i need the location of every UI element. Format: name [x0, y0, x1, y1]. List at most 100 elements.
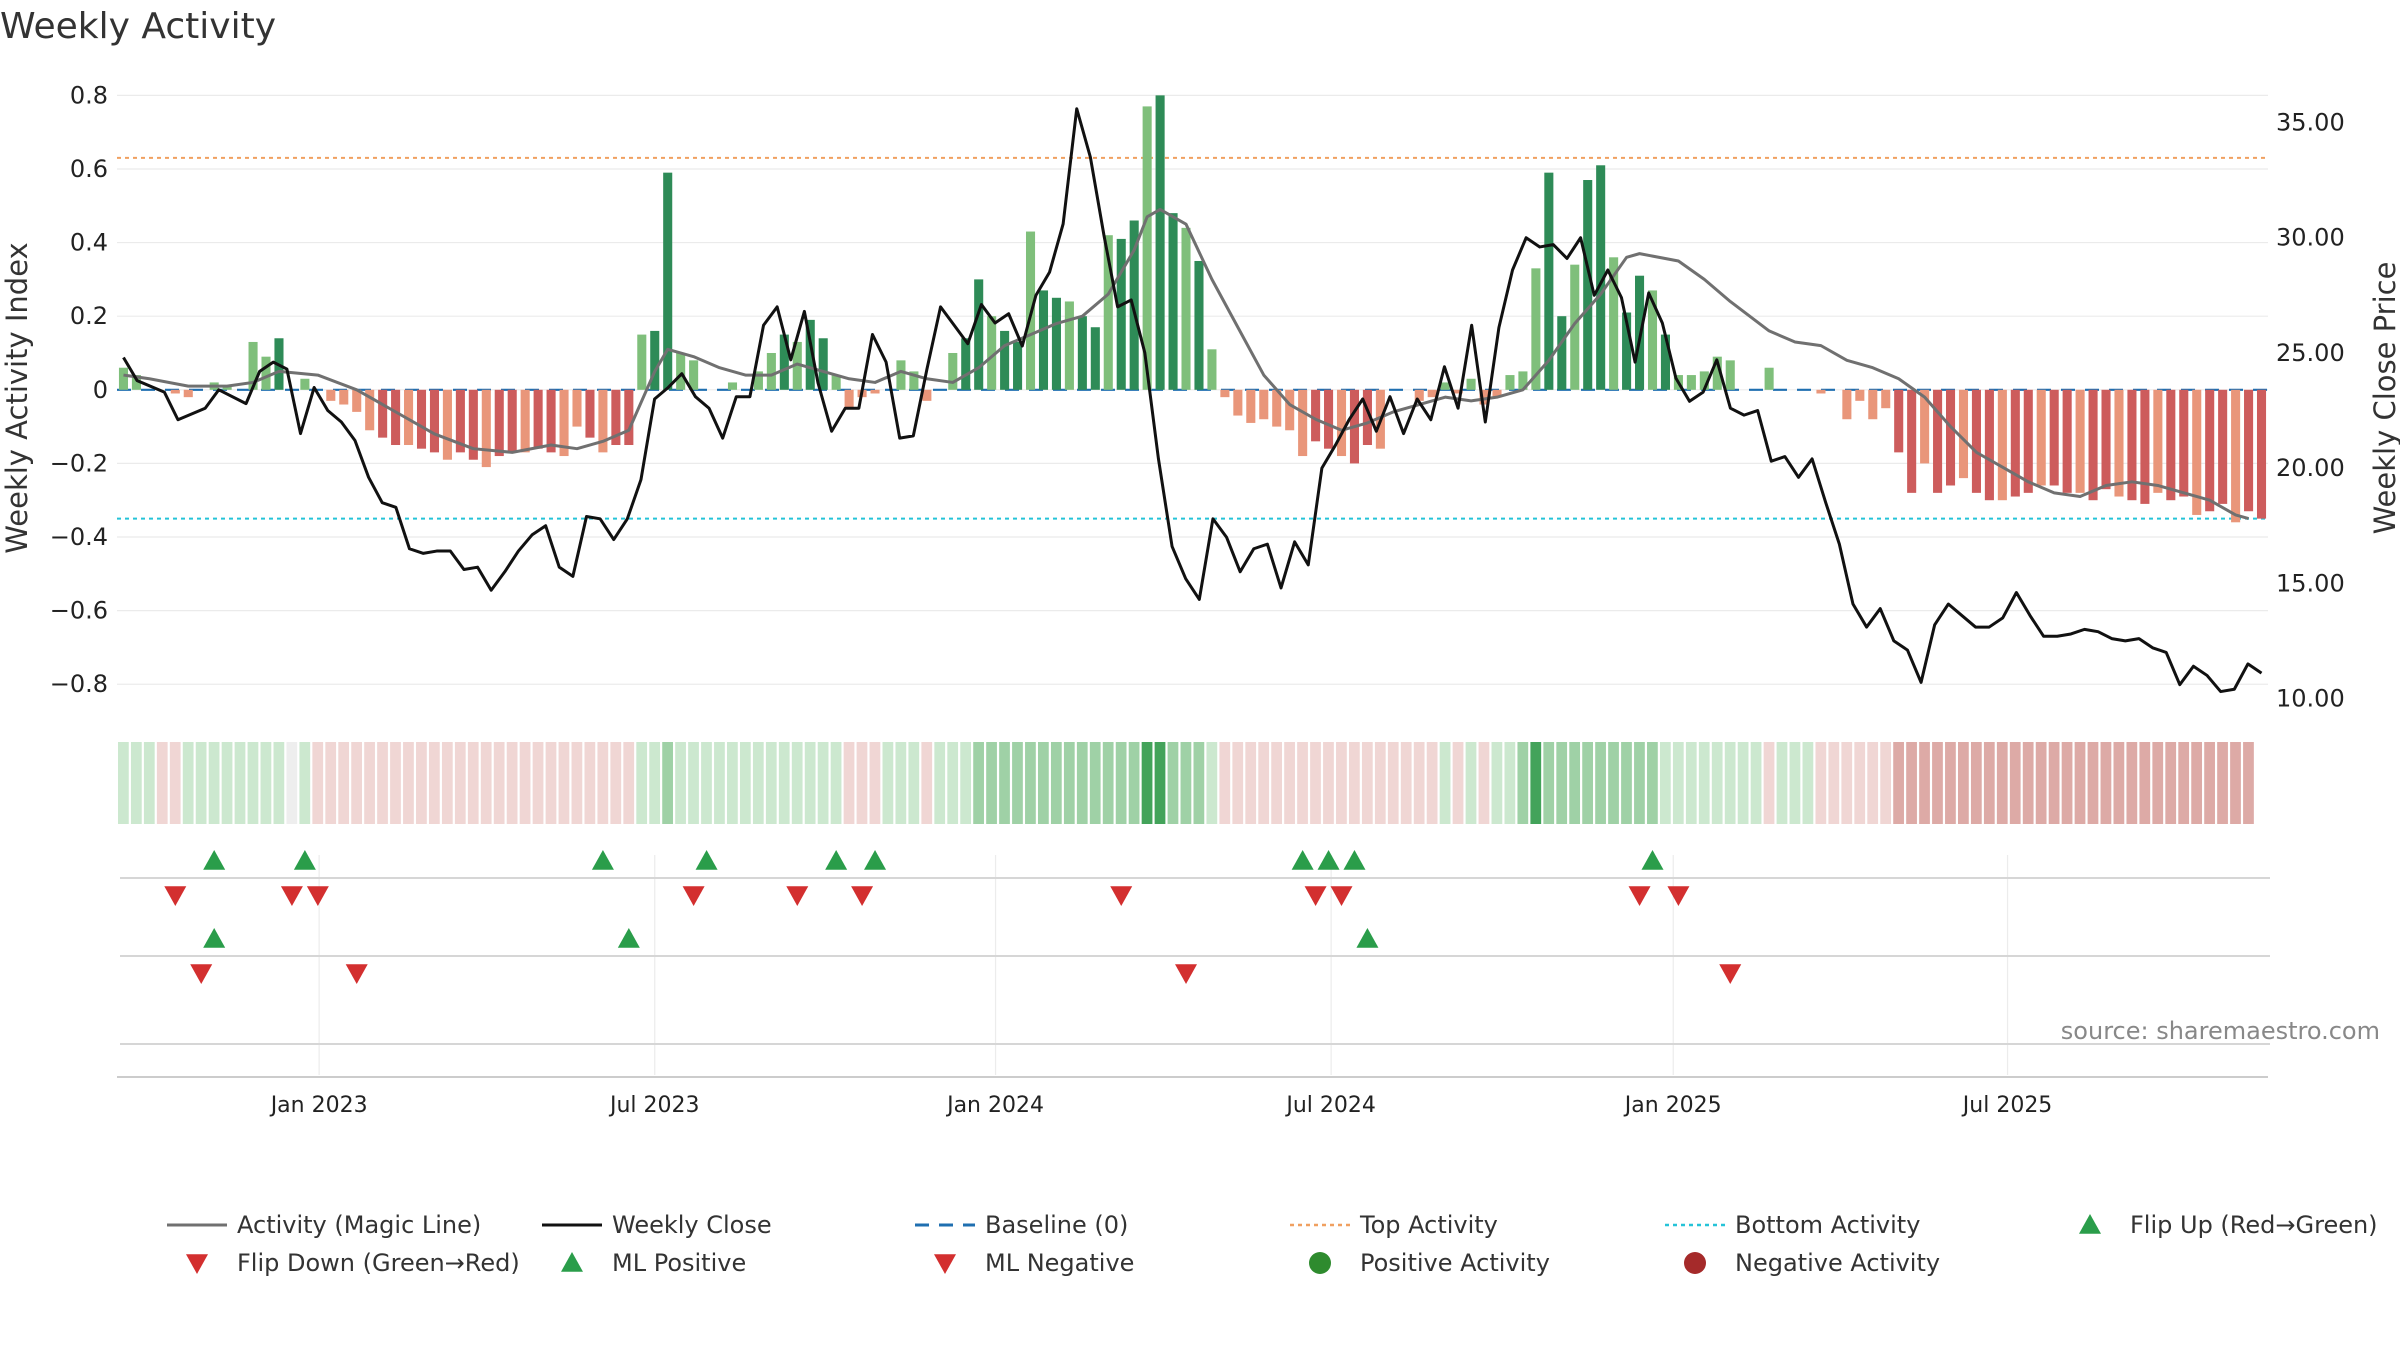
activity-bar	[1505, 375, 1515, 390]
activity-bar	[805, 319, 815, 390]
legend-item: Flip Down (Green→Red)	[186, 1249, 520, 1277]
x-tick-label: Jul 2023	[608, 1093, 700, 1118]
y-tick-label: −0.8	[50, 670, 108, 698]
strip-cell	[1970, 742, 1982, 824]
strip-cell	[1659, 742, 1671, 824]
strip-cell	[1634, 742, 1645, 824]
activity-bar	[2179, 389, 2189, 497]
strip-cell	[688, 742, 699, 824]
axes: 0.8 0.6 0.4 0.2 0 −0.2 −0.4 −0.6 −0.8 35.00 30.00 2…	[50, 81, 2345, 712]
activity-bar	[2010, 389, 2020, 497]
strip-cell	[610, 742, 622, 824]
strip-cell	[2100, 742, 2112, 824]
strip-cell	[1880, 742, 1892, 824]
strip-cell	[1478, 742, 1490, 824]
strip-cell	[1530, 742, 1542, 824]
activity-bar	[2244, 389, 2254, 512]
flip-down-marker	[1628, 886, 1651, 906]
strip-cell	[1672, 742, 1684, 824]
strip-cell	[1115, 742, 1127, 824]
activity-bar	[753, 371, 763, 390]
activity-bar	[1285, 389, 1295, 431]
activity-bar	[2256, 389, 2267, 519]
activity-bar	[572, 389, 582, 427]
activity-bar	[2049, 389, 2059, 486]
activity-bar	[533, 389, 543, 449]
activity-bar	[2023, 389, 2033, 493]
activity-bar	[1427, 389, 1437, 398]
activity-bar	[416, 389, 427, 449]
ml-negative-marker	[190, 964, 213, 984]
strip-cell	[1219, 742, 1231, 824]
strip-cell	[843, 742, 855, 824]
activity-bar	[1647, 290, 1658, 390]
strip-cell	[1569, 742, 1581, 824]
activity-bar	[2114, 389, 2124, 497]
strip-cell	[2230, 742, 2241, 824]
strip-cell	[1608, 742, 1619, 824]
strip-cell	[752, 742, 764, 824]
activity-bar	[1544, 172, 1554, 390]
strip-cell	[169, 742, 181, 824]
strip-cell	[221, 742, 233, 824]
y-tick-label: 0.6	[70, 155, 108, 183]
activity-bar	[1194, 260, 1204, 390]
activity-bar	[1466, 378, 1476, 390]
activity-bar	[1311, 389, 1321, 442]
activity-bar	[1038, 290, 1049, 390]
strip-cell	[480, 742, 492, 824]
strip-cell	[1893, 742, 1904, 824]
activity-bar	[339, 389, 349, 405]
flip-down-marker	[280, 886, 303, 906]
activity-bar	[948, 352, 958, 390]
strip-cell	[1556, 742, 1568, 824]
strip-cell	[467, 742, 479, 824]
strip-cell	[532, 742, 544, 824]
strip-cell	[1763, 742, 1775, 824]
activity-bar	[831, 375, 841, 390]
y2-tick-label: 35.00	[2276, 109, 2345, 137]
strip-cell	[1724, 742, 1736, 824]
strip-cell	[1504, 742, 1516, 824]
activity-bar	[1894, 389, 1904, 453]
strip-cell	[299, 742, 311, 824]
strip-cell	[739, 742, 751, 824]
activity-bar	[2127, 389, 2137, 501]
weekly-close-line	[122, 107, 2263, 694]
activity-bar	[1000, 330, 1010, 390]
activity-bar	[326, 389, 336, 401]
flip-up-marker	[864, 850, 887, 870]
legend-swatch	[561, 1252, 583, 1272]
strip-cell	[403, 742, 414, 824]
strip-cell	[804, 742, 816, 824]
activity-bar	[909, 371, 919, 390]
activity-bar	[1997, 389, 2007, 501]
strip-cell	[1206, 742, 1218, 824]
strip-cell	[493, 742, 505, 824]
activity-bar	[637, 334, 647, 390]
activity-bar	[779, 334, 789, 390]
activity-bar	[766, 352, 776, 390]
y2-tick-label: 10.00	[2276, 684, 2345, 712]
activity-bar	[1816, 389, 1826, 394]
strip-cell	[947, 742, 959, 824]
activity-bar	[559, 389, 569, 457]
ml-negative-marker	[1719, 964, 1742, 984]
y2-tick-label: 20.00	[2276, 454, 2345, 482]
x-axis-ticks: Jan 2023 Jul 2023 Jan 2024 Jul 2024 Jan 2025…	[117, 1076, 2268, 1118]
strip-cell	[195, 742, 207, 824]
activity-bar	[1712, 356, 1722, 390]
activity-bar	[663, 172, 673, 390]
activity-bar	[1933, 389, 1943, 493]
strip-cell	[778, 742, 790, 824]
strip-cell	[1102, 742, 1114, 824]
strip-cell	[830, 742, 842, 824]
ml-negative-marker	[345, 964, 368, 984]
strip-cell	[2139, 742, 2151, 824]
strip-cell	[1983, 742, 1995, 824]
strip-cell	[2087, 742, 2099, 824]
flip-up-marker	[1641, 850, 1664, 870]
strip-cell	[856, 742, 868, 824]
flip-up-marker	[1343, 850, 1366, 870]
activity-bar	[1362, 389, 1372, 446]
